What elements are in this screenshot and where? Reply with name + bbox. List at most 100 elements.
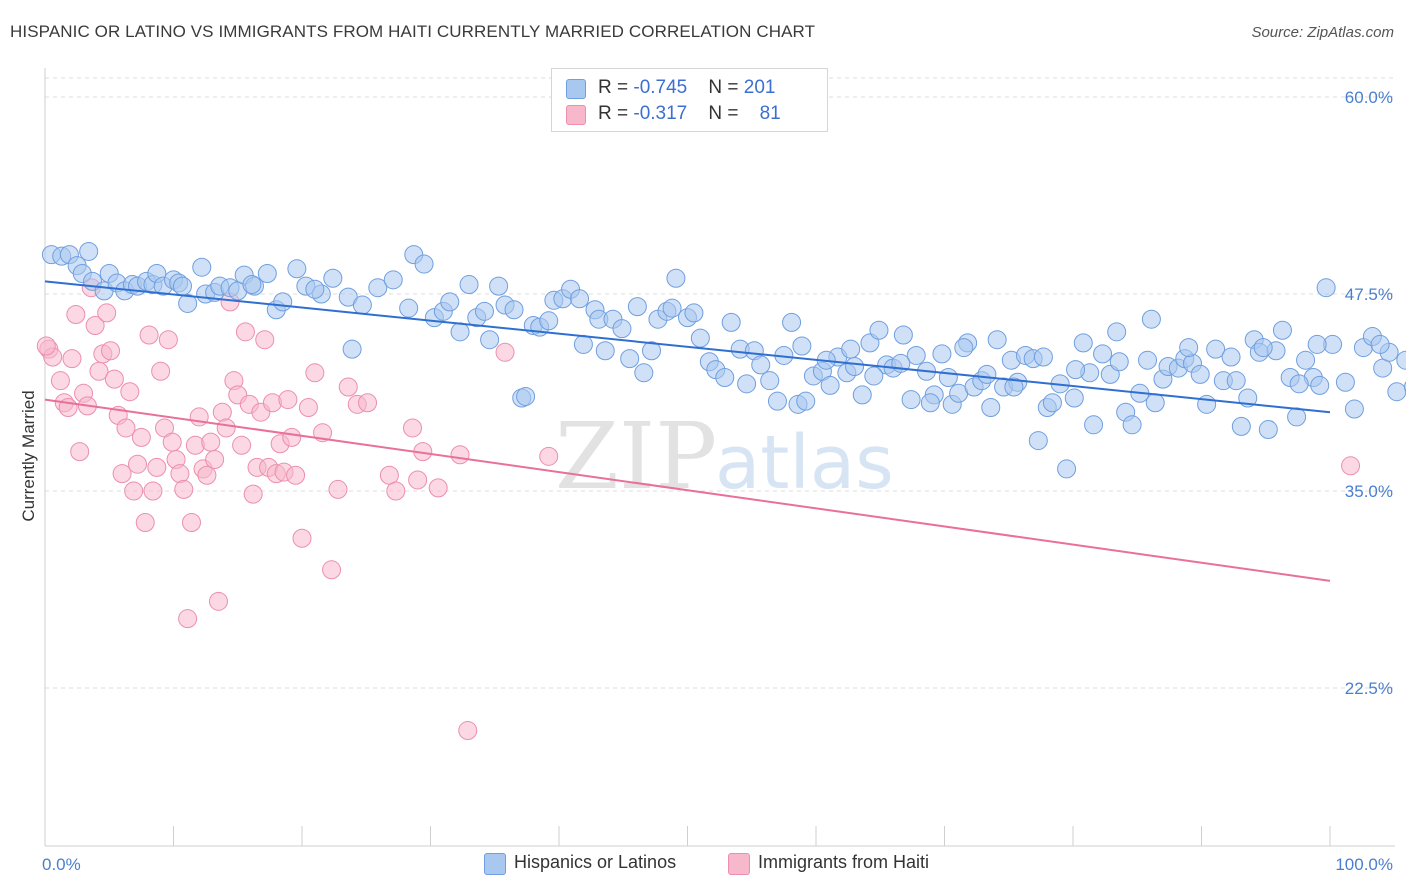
trendlines	[44, 280, 1331, 582]
data-point	[1122, 415, 1142, 435]
tick-labels: 22.5% 35.0% 47.5% 60.0% 0.0% 100.0%	[42, 88, 1393, 874]
data-point	[1145, 393, 1165, 413]
axes	[44, 68, 1395, 847]
data-point	[112, 464, 132, 484]
data-point	[1258, 420, 1278, 440]
watermark-zip: ZIP	[555, 403, 717, 510]
data-point	[116, 418, 136, 438]
data-point	[612, 319, 632, 339]
r-label: R =	[598, 77, 634, 98]
data-point	[573, 334, 593, 354]
data-point	[760, 371, 780, 391]
data-point	[1231, 416, 1251, 436]
data-point	[403, 418, 423, 438]
data-point	[938, 368, 958, 388]
data-point	[1287, 407, 1307, 427]
data-point	[147, 457, 167, 477]
data-point	[539, 446, 559, 466]
n-value: 201	[743, 77, 776, 98]
data-point	[178, 293, 198, 313]
watermark-atlas: atlas	[715, 420, 894, 506]
data-point	[634, 363, 654, 383]
bottom-legend-label-haiti: Immigrants from Haiti	[758, 852, 930, 872]
data-point	[987, 330, 1007, 350]
data-point	[450, 322, 470, 342]
data-point	[50, 371, 70, 391]
legend-swatch-pink	[566, 105, 586, 125]
x-tick-label: 0.0%	[42, 855, 81, 874]
data-point	[1084, 415, 1104, 435]
data-point	[352, 295, 372, 315]
data-point	[737, 374, 757, 394]
data-point	[1138, 350, 1158, 370]
data-point	[954, 338, 974, 358]
data-point	[1042, 393, 1062, 413]
data-point	[143, 481, 163, 501]
data-point	[1141, 309, 1161, 329]
data-point	[151, 361, 171, 381]
data-point	[66, 304, 86, 324]
data-point	[124, 481, 144, 501]
y-tick-label: 60.0%	[1345, 88, 1393, 107]
data-point	[782, 312, 802, 332]
data-point	[489, 276, 509, 296]
data-point	[627, 297, 647, 317]
series-immigrants-from-haiti	[36, 278, 1361, 741]
n-label: N =	[708, 103, 744, 124]
data-point	[162, 432, 182, 452]
data-point	[97, 303, 117, 323]
data-point	[1107, 322, 1127, 342]
data-point	[158, 330, 178, 350]
watermark: ZIP atlas	[555, 403, 894, 510]
data-point	[174, 479, 194, 499]
data-point	[1344, 399, 1364, 419]
data-point	[1221, 347, 1241, 367]
bottom-legend-swatch-pink	[728, 853, 750, 875]
data-point	[570, 289, 590, 309]
data-point	[201, 432, 221, 452]
data-point	[1206, 339, 1226, 359]
data-point	[932, 344, 952, 364]
data-point	[235, 322, 255, 342]
data-point	[595, 341, 615, 361]
data-point	[1057, 459, 1077, 479]
data-point	[286, 465, 306, 485]
data-point	[298, 397, 318, 417]
r-label: R =	[598, 103, 634, 124]
data-point	[662, 298, 682, 318]
data-point	[440, 292, 460, 312]
data-point	[1289, 374, 1309, 394]
data-point	[323, 268, 343, 288]
data-point	[901, 390, 921, 410]
correlation-legend: R = -0.745 N = 201 R = -0.317 N = 81	[551, 68, 828, 132]
data-point	[428, 478, 448, 498]
data-point	[358, 393, 378, 413]
data-point	[128, 454, 148, 474]
data-point	[852, 385, 872, 405]
data-point	[1307, 334, 1327, 354]
data-point	[1033, 347, 1053, 367]
data-point	[495, 342, 515, 362]
data-point	[642, 341, 662, 361]
legend-swatch-blue	[566, 79, 586, 99]
trendline-hispanics	[44, 280, 1331, 414]
data-point	[1253, 338, 1273, 358]
y-tick-label: 35.0%	[1345, 482, 1393, 501]
data-point	[383, 270, 403, 290]
data-point	[796, 391, 816, 411]
data-point	[1316, 278, 1336, 298]
data-point	[845, 356, 865, 376]
data-point	[170, 464, 190, 484]
data-point	[690, 328, 710, 348]
data-point	[864, 366, 884, 386]
data-point	[328, 479, 348, 499]
data-point	[79, 241, 99, 261]
data-point	[1272, 320, 1292, 340]
data-point	[368, 278, 388, 298]
data-point	[216, 418, 236, 438]
data-point	[292, 528, 312, 548]
legend-text-haiti: R = -0.317 N = 81	[598, 103, 781, 125]
r-value: -0.317	[633, 103, 688, 124]
data-point	[1341, 456, 1361, 476]
data-point	[1109, 352, 1129, 372]
